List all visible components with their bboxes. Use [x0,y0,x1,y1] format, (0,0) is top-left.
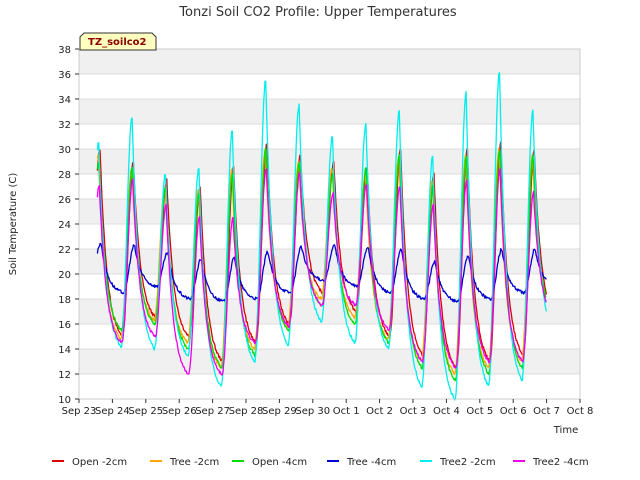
x-tick-label: Oct 4 [433,406,460,417]
grid-band [79,99,580,124]
site-badge: TZ_soilco2 [79,32,157,51]
legend-label: Tree -4cm [346,457,396,468]
y-tick-label: 38 [58,45,71,56]
legend-label: Tree -2cm [169,457,219,468]
y-tick-label: 26 [58,195,71,206]
y-tick-label: 28 [58,170,71,181]
series-line [96,72,547,401]
x-tick-label: Sep 23 [62,406,97,417]
y-tick-label: 20 [58,270,71,281]
x-tick-label: Oct 1 [333,406,360,417]
x-tick-label: Sep 26 [162,406,197,417]
plot-series [96,72,547,401]
x-tick-label: Oct 7 [533,406,560,417]
series-line [96,168,547,376]
x-tick-label: Sep 27 [195,406,230,417]
legend: Open -2cm Tree -2cm Open -4cm Tree -4cm Tree… [52,457,589,468]
y-tick-label: 24 [58,220,71,231]
y-tick-label: 12 [58,370,71,381]
grid-band [79,349,580,374]
legend-label: Open -4cm [252,457,307,468]
x-tick-label: Oct 5 [466,406,493,417]
y-tick-label: 34 [58,95,71,106]
y-tick-label: 32 [58,120,71,131]
x-axis-title: Time [553,425,578,436]
x-tick-label: Sep 25 [128,406,163,417]
y-tick-label: 10 [58,395,71,406]
x-tick-label: Sep 29 [262,406,297,417]
chart-title: Tonzi Soil CO2 Profile: Upper Temperatur… [178,5,457,20]
badge-label: TZ_soilco2 [88,37,147,48]
y-tick-label: 14 [58,345,71,356]
grid-band [79,49,580,74]
legend-label: Open -2cm [72,457,127,468]
x-tick-label: Sep 30 [295,406,330,417]
y-tick-label: 30 [58,145,71,156]
badge-box [79,32,157,51]
y-tick-label: 18 [58,295,71,306]
legend-label: Tree2 -4cm [532,457,589,468]
x-tick-label: Oct 6 [500,406,527,417]
x-tick-label: Oct 8 [567,406,594,417]
y-axis-title: Soil Temperature (C) [8,173,19,276]
y-tick-label: 22 [58,245,71,256]
y-axis-ticks: 10 12 14 16 18 20 22 24 26 28 30 32 34 36 38 [58,45,79,406]
y-tick-label: 36 [58,70,71,81]
y-tick-label: 16 [58,320,71,331]
x-tick-label: Oct 3 [400,406,427,417]
legend-label: Tree2 -2cm [439,457,496,468]
x-tick-label: Sep 28 [229,406,264,417]
x-tick-label: Oct 2 [366,406,393,417]
grid-band [79,299,580,324]
x-tick-label: Sep 24 [95,406,130,417]
